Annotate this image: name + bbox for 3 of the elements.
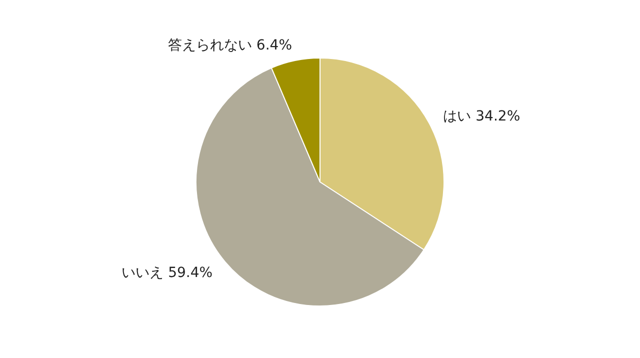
slice-label: 答えられない 6.4% xyxy=(168,38,292,54)
slice-label: いいえ 59.4% xyxy=(122,264,213,281)
slice-label: はい 34.2% xyxy=(443,108,520,124)
